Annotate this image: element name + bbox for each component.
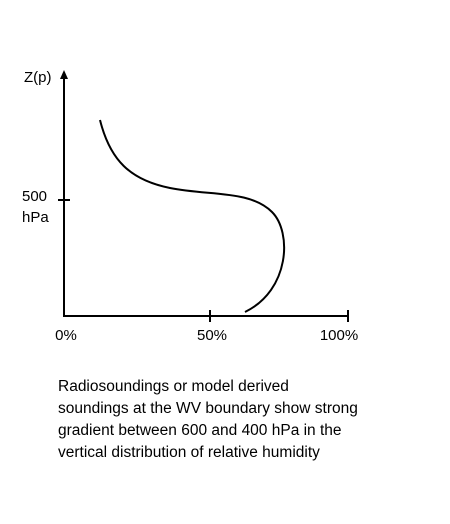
caption-line: soundings at the WV boundary show strong [58,400,358,417]
caption-line: Radiosoundings or model derived [58,378,289,395]
figure-caption: Radiosoundings or model derived sounding… [58,376,418,464]
y-axis-label: Z(p) [24,69,52,86]
y-tick-label-unit: hPa [22,209,49,226]
y-axis-arrowhead [60,70,68,79]
humidity-profile-diagram: Z(p) 500 hPa 0% 50% 100% [22,69,358,344]
humidity-profile-curve [99,119,286,313]
x-tick-label-0: 0% [55,327,77,344]
x-tick-label-50: 50% [197,327,227,344]
x-tick-label-100: 100% [320,327,358,344]
caption-line: gradient between 600 and 400 hPa in the [58,422,342,439]
caption-line: vertical distribution of relative humidi… [58,444,320,461]
y-tick-label-value: 500 [22,188,47,205]
